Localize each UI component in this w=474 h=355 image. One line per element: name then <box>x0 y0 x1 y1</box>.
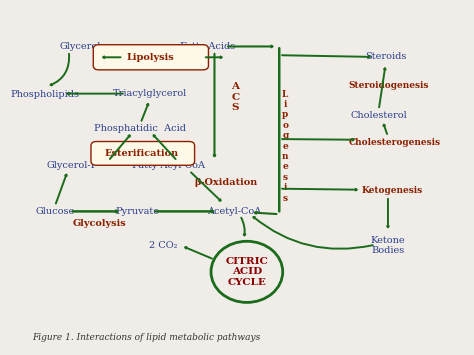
Text: Steroids: Steroids <box>365 53 406 61</box>
Text: L
i
p
o
g
e
n
e
s
i
s: L i p o g e n e s i s <box>282 89 289 203</box>
Text: Pyruvate: Pyruvate <box>115 207 159 216</box>
Text: CITRIC
ACID
CYCLE: CITRIC ACID CYCLE <box>226 257 268 287</box>
FancyBboxPatch shape <box>91 142 195 165</box>
Text: Cholesterogenesis: Cholesterogenesis <box>349 138 441 147</box>
Text: Glucose: Glucose <box>35 207 74 216</box>
Text: Triacylglycerol: Triacylglycerol <box>113 89 187 98</box>
Text: Phosphatidic  Acid: Phosphatidic Acid <box>94 124 186 133</box>
FancyBboxPatch shape <box>93 45 209 70</box>
Text: Fatty Acids: Fatty Acids <box>180 42 235 51</box>
Text: β-Oxidation: β-Oxidation <box>194 178 258 187</box>
Text: Ketogenesis: Ketogenesis <box>362 186 423 195</box>
Text: Phospholipids: Phospholipids <box>10 90 79 99</box>
Text: Acetyl-CoA: Acetyl-CoA <box>207 207 261 216</box>
Text: Esterification: Esterification <box>105 149 179 158</box>
Text: Ketone
Bodies: Ketone Bodies <box>371 236 405 255</box>
Text: Steroidogenesis: Steroidogenesis <box>349 81 429 91</box>
Text: Glycerol: Glycerol <box>60 42 101 51</box>
Text: Figure 1. Interactions of lipid metabolic pathways: Figure 1. Interactions of lipid metaboli… <box>32 333 260 342</box>
Text: Lipolysis: Lipolysis <box>127 53 174 62</box>
Text: Glycolysis: Glycolysis <box>73 219 127 229</box>
Text: Cholesterol: Cholesterol <box>350 111 407 120</box>
Text: Fatty Acyl-CoA: Fatty Acyl-CoA <box>132 162 205 170</box>
Text: 2 CO₂: 2 CO₂ <box>149 241 178 250</box>
Text: Glycerol-P: Glycerol-P <box>47 162 98 170</box>
Text: A
C
S: A C S <box>231 82 239 112</box>
